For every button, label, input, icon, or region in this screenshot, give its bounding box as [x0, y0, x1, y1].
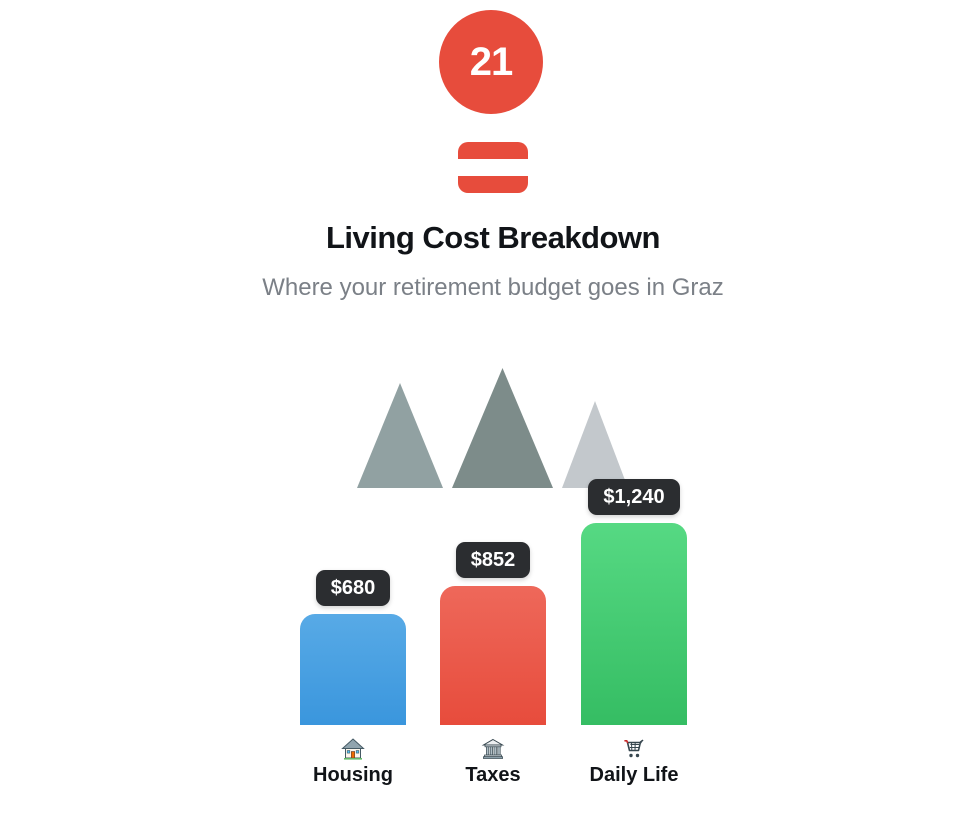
- bar-housing: [300, 614, 406, 725]
- austria-flag-icon: [458, 142, 528, 193]
- bank-icon: [481, 737, 505, 761]
- page-title: Living Cost Breakdown: [326, 220, 660, 255]
- value-badge-taxes: $852: [455, 542, 531, 578]
- bar-taxes: [440, 586, 546, 725]
- house-icon: [341, 737, 365, 761]
- value-badge-housing: $680: [315, 570, 391, 606]
- page-subtitle: Where your retirement budget goes in Gra…: [262, 274, 724, 301]
- flag-stripe-top: [458, 142, 528, 159]
- category-taxes: Taxes: [433, 737, 553, 787]
- step-number-badge: 21: [439, 10, 543, 114]
- category-housing: Housing: [293, 737, 413, 787]
- category-label-taxes: Taxes: [465, 764, 521, 786]
- step-number: 21: [469, 39, 513, 84]
- category-label-housing: Housing: [313, 764, 393, 786]
- shopping-cart-icon: [622, 737, 646, 761]
- bar-daily-life: [581, 523, 687, 725]
- flag-stripe-middle: [458, 159, 528, 176]
- bar-group-taxes: $852: [440, 542, 546, 725]
- flag-stripe-bottom: [458, 176, 528, 193]
- bar-group-daily-life: $1,240: [581, 479, 687, 725]
- bar-group-housing: $680: [300, 570, 406, 725]
- mountain-left-icon: [357, 383, 443, 488]
- mountain-center-icon: [452, 368, 553, 488]
- category-daily-life: Daily Life: [574, 737, 694, 787]
- mountain-right-icon: [562, 401, 628, 488]
- value-badge-daily-life: $1,240: [588, 479, 680, 515]
- category-label-daily-life: Daily Life: [589, 764, 679, 786]
